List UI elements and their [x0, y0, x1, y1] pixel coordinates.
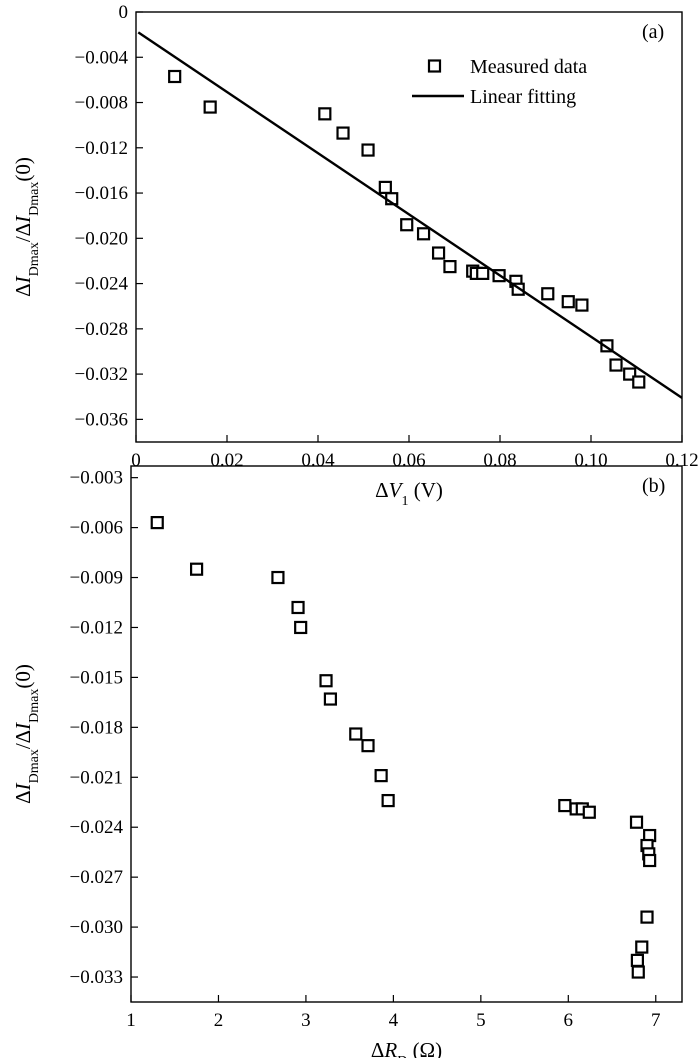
- y-tick-label: −0.036: [75, 409, 128, 430]
- data-point: [361, 143, 375, 157]
- chart-panel-b: 1 2 3 4 5 6 7 −0.003 −0.006 −0.009 −0.012 −0.015 −0.…: [11, 465, 683, 1058]
- legend-label: Linear fitting: [470, 86, 576, 108]
- x-tick-label: 0.02: [210, 450, 243, 471]
- y-axis-title: ΔIDmax/ΔIDmax(0): [11, 664, 42, 804]
- y-tick-label: −0.009: [70, 568, 123, 589]
- data-point: [361, 739, 375, 753]
- data-point: [582, 805, 596, 819]
- y-tick-label: −0.004: [75, 47, 129, 68]
- y-tick-label: −0.016: [75, 183, 128, 204]
- x-tick-label: 0.04: [301, 450, 335, 471]
- data-point: [336, 126, 350, 140]
- data-point: [600, 339, 614, 353]
- chart-panel-a: 0 0.02 0.04 0.06 0.08 0.10 0.120−0.004−0.008−0…: [11, 2, 699, 509]
- data-point: [378, 180, 392, 194]
- y-tick-label: −0.003: [70, 468, 123, 489]
- y-tick-label: −0.020: [75, 228, 128, 249]
- x-tick-label: 1: [126, 1010, 136, 1031]
- x-tick-label: 3: [301, 1010, 311, 1031]
- x-tick-label: 4: [389, 1010, 399, 1031]
- y-tick-label: −0.021: [70, 767, 123, 788]
- legend: Measured data Linear fitting: [412, 56, 587, 108]
- data-point: [511, 282, 525, 296]
- legend-square-swatch: [427, 59, 442, 73]
- data-point: [319, 674, 333, 688]
- panel-label: (a): [642, 21, 664, 43]
- y-tick-label: −0.012: [70, 617, 123, 638]
- data-point: [632, 375, 646, 389]
- legend-label: Measured data: [470, 56, 587, 78]
- data-point: [623, 367, 637, 381]
- data-point: [635, 940, 649, 954]
- x-axis-title: ΔV1 (V): [375, 478, 443, 509]
- y-tick-label: −0.033: [70, 967, 123, 988]
- data-point: [558, 798, 572, 813]
- data-point: [294, 620, 308, 635]
- data-point: [629, 815, 644, 829]
- y-tick-label: −0.027: [70, 867, 123, 888]
- data-point: [150, 515, 164, 530]
- data-point: [168, 69, 182, 84]
- data-point: [400, 218, 414, 232]
- y-tick-label: −0.006: [70, 518, 123, 539]
- y-tick-label: −0.024: [75, 274, 129, 295]
- data-point: [443, 260, 457, 274]
- panel-label: (b): [642, 475, 665, 497]
- data-point: [416, 227, 431, 241]
- x-tick-label: 2: [214, 1010, 224, 1031]
- data-point: [381, 793, 395, 808]
- y-tick-label: −0.018: [70, 717, 123, 738]
- plot-frame: [130, 465, 683, 1003]
- y-tick-label: −0.008: [75, 93, 128, 114]
- x-tick-label: 0: [131, 450, 141, 471]
- x-tick-label: 0.06: [392, 450, 425, 471]
- data-point: [541, 287, 555, 301]
- x-tick-label: 6: [564, 1010, 574, 1031]
- y-tick-label: −0.030: [70, 917, 123, 938]
- data-point: [318, 107, 332, 121]
- data-point: [203, 100, 217, 114]
- data-point: [640, 910, 654, 924]
- linear-fit-line: [137, 31, 683, 399]
- data-point: [291, 600, 305, 615]
- data-point: [271, 570, 285, 585]
- y-tick-label: −0.012: [75, 138, 128, 159]
- data-point: [374, 769, 388, 783]
- x-tick-label: 5: [476, 1010, 486, 1031]
- x-tick-label: 7: [651, 1010, 661, 1031]
- x-axis-title: ΔRD (Ω): [371, 1038, 442, 1058]
- x-tick-label: 0.10: [574, 450, 607, 471]
- x-tick-label: 0.08: [483, 450, 516, 471]
- data-point: [349, 727, 363, 741]
- y-axis-title: ΔIDmax/ΔIDmax(0): [11, 157, 42, 297]
- data-point: [476, 266, 490, 280]
- data-point: [630, 953, 644, 967]
- data-point: [561, 295, 575, 309]
- y-tick-label: −0.032: [75, 364, 128, 385]
- data-point: [575, 298, 589, 312]
- data-point: [323, 692, 338, 706]
- y-tick-label: −0.015: [70, 667, 123, 688]
- y-tick-label: −0.028: [75, 319, 128, 340]
- data-point: [431, 246, 446, 260]
- y-tick-label: 0: [119, 2, 129, 23]
- data-point: [631, 965, 645, 979]
- data-point: [643, 853, 657, 868]
- y-tick-label: −0.024: [70, 817, 124, 838]
- data-point: [609, 358, 623, 372]
- data-point: [189, 562, 204, 576]
